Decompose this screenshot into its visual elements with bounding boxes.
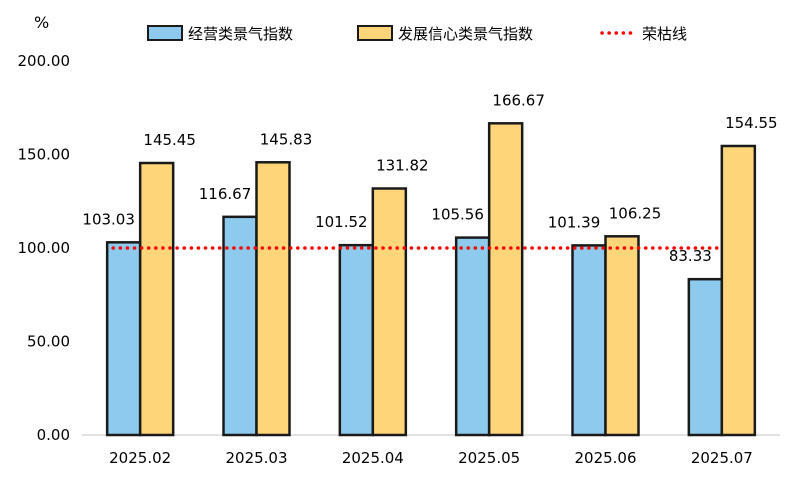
data-label: 101.52 (315, 213, 368, 231)
x-tick-label: 2025.02 (109, 449, 171, 467)
bar-confidence (604, 235, 640, 437)
bar-operating (338, 243, 375, 437)
data-label: 145.83 (260, 130, 313, 148)
bar-operating (687, 277, 724, 437)
data-label: 106.25 (609, 204, 662, 222)
bar-operating (222, 215, 258, 437)
data-label: 83.33 (669, 247, 712, 265)
legend-label: 荣枯线 (642, 25, 687, 43)
data-label: 131.82 (376, 156, 429, 174)
legend-item-operating: 经营类景气指数 (147, 25, 293, 43)
y-unit-label: % (34, 13, 49, 32)
data-label: 101.39 (548, 213, 601, 231)
bar-confidence (487, 122, 524, 437)
y-tick-label: 50.00 (27, 333, 70, 351)
legend-label: 经营类景气指数 (188, 25, 293, 43)
legend-label: 发展信心类景气指数 (398, 25, 533, 43)
y-tick-label: 150.00 (18, 146, 71, 164)
x-tick-label: 2025.04 (342, 449, 404, 467)
data-label: 154.55 (725, 114, 778, 132)
legend-swatch (357, 25, 393, 41)
x-tick-label: 2025.07 (691, 449, 753, 467)
x-axis: 2025.02 2025.03 2025.04 2025.05 2025.06 2025.… (82, 434, 780, 467)
x-tick-label: 2025.06 (574, 449, 636, 467)
data-label: 166.67 (492, 91, 545, 109)
bar-confidence (371, 187, 408, 437)
legend-item-reference: 荣枯线 (600, 25, 687, 43)
bar-confidence (255, 161, 291, 437)
bar-operating (571, 244, 607, 437)
data-label: 116.67 (199, 185, 252, 203)
bar-confidence (138, 161, 175, 437)
data-labels: 103.03 116.67 101.52 105.56 101.39 83.33 145.4… (82, 91, 777, 265)
data-label: 145.45 (143, 131, 196, 149)
y-tick-label: 100.00 (18, 239, 71, 257)
y-axis: 0.00 50.00 100.00 150.00 200.00 (18, 52, 71, 444)
legend-item-confidence: 发展信心类景气指数 (357, 25, 533, 43)
bar-operating (105, 241, 142, 437)
data-label: 105.56 (431, 206, 484, 224)
bar-confidence (720, 144, 757, 437)
legend-swatch (147, 25, 183, 41)
y-tick-label: 200.00 (18, 52, 71, 70)
data-label: 103.03 (82, 210, 135, 228)
legend: 经营类景气指数 发展信心类景气指数 荣枯线 (147, 25, 687, 43)
x-tick-label: 2025.03 (225, 449, 287, 467)
bar-operating (454, 236, 491, 437)
y-tick-label: 0.00 (37, 426, 70, 444)
bars (105, 122, 757, 437)
x-tick-label: 2025.05 (458, 449, 520, 467)
